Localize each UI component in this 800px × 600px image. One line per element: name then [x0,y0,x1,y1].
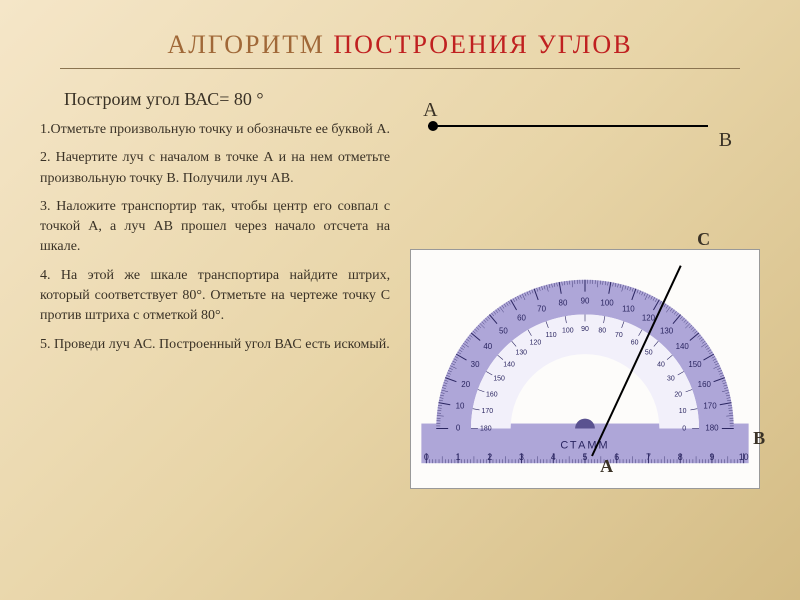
svg-text:0: 0 [456,424,461,433]
svg-text:70: 70 [615,332,623,339]
slide-title: АЛГОРИТМ ПОСТРОЕНИЯ УГЛОВ [40,30,760,60]
diagram-label-c: С [697,229,710,250]
ray-label-b: В [719,129,732,152]
svg-text:30: 30 [471,360,480,369]
svg-text:8: 8 [678,452,683,462]
ray-diagram: А В [420,99,740,169]
svg-text:60: 60 [517,314,526,323]
protractor-image: 0180101702016030150401405013060120701108… [410,249,760,489]
svg-text:110: 110 [622,304,635,313]
ray-label-a: А [423,99,437,122]
svg-text:180: 180 [480,425,492,432]
svg-text:20: 20 [461,380,470,389]
left-column: Построим угол ВАС= 80 ° 1.Отметьте произ… [40,89,390,363]
svg-text:10: 10 [739,452,749,462]
svg-text:2: 2 [487,452,492,462]
content-row: Построим угол ВАС= 80 ° 1.Отметьте произ… [40,89,760,363]
diagram-label-a: А [600,456,613,477]
svg-text:170: 170 [482,408,494,415]
diagram-label-b: В [753,428,765,449]
step-5: 5. Проведи луч АС. Построенный угол ВАС … [40,335,390,355]
svg-text:40: 40 [657,362,665,369]
title-underline [60,68,740,69]
svg-text:0: 0 [682,425,686,432]
svg-text:50: 50 [499,326,508,335]
svg-text:170: 170 [704,402,718,411]
center-notch [575,419,595,429]
title-part1: АЛГОРИТМ [167,30,333,59]
step-3: 3. Наложите транспортир так, чтобы центр… [40,197,390,258]
svg-text:60: 60 [631,339,639,346]
svg-text:150: 150 [493,376,505,383]
svg-text:140: 140 [676,342,690,351]
svg-text:130: 130 [660,326,674,335]
svg-text:6: 6 [614,452,619,462]
svg-text:140: 140 [503,362,515,369]
svg-text:0: 0 [424,452,429,462]
svg-text:10: 10 [679,408,687,415]
svg-text:150: 150 [688,360,702,369]
protractor-svg: 0180101702016030150401405013060120701108… [411,250,759,488]
svg-text:90: 90 [581,326,589,333]
svg-text:120: 120 [530,339,542,346]
svg-text:160: 160 [698,380,712,389]
step-2: 2. Начертите луч с началом в точке А и н… [40,148,390,189]
svg-text:1: 1 [456,452,461,462]
right-column: А В С 018010170 [400,89,760,363]
svg-text:30: 30 [667,376,675,383]
steps-list: 1.Отметьте произвольную точку и обозначь… [40,120,390,355]
svg-text:160: 160 [486,391,498,398]
slide: АЛГОРИТМ ПОСТРОЕНИЯ УГЛОВ Построим угол … [0,0,800,600]
svg-text:4: 4 [551,452,556,462]
svg-text:100: 100 [562,328,574,335]
svg-text:9: 9 [710,452,715,462]
svg-text:5: 5 [583,452,588,462]
svg-text:110: 110 [546,332,557,339]
protractor-diagram: С 01801017020160301504014050130601207011… [400,229,770,509]
step-1: 1.Отметьте произвольную точку и обозначь… [40,120,390,140]
svg-text:20: 20 [674,391,682,398]
title-part2: ПОСТРОЕНИЯ УГЛОВ [333,30,632,59]
svg-text:40: 40 [483,342,492,351]
svg-text:90: 90 [581,297,590,306]
svg-text:50: 50 [645,349,653,356]
svg-text:180: 180 [705,424,719,433]
svg-text:80: 80 [559,299,568,308]
intro-text: Построим угол ВАС= 80 ° [40,89,390,110]
svg-text:130: 130 [516,349,528,356]
svg-text:80: 80 [599,328,607,335]
svg-text:10: 10 [456,402,465,411]
svg-text:3: 3 [519,452,524,462]
ray-line-ab [428,125,708,127]
step-4: 4. На этой же шкале транспортира найдите… [40,266,390,327]
svg-text:100: 100 [601,299,615,308]
svg-text:7: 7 [646,452,651,462]
brand-text: СТАММ [561,439,610,451]
svg-text:70: 70 [537,304,546,313]
